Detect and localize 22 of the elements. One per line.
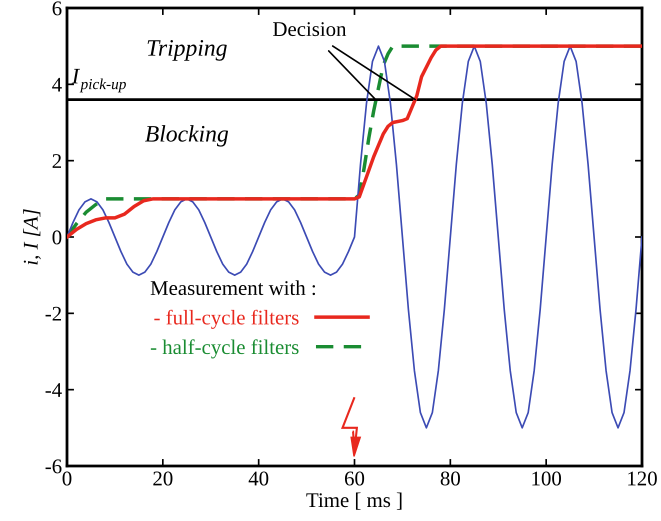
annotation: Decision	[273, 22, 346, 36]
y-axis-title: i, I [A]	[23, 209, 41, 264]
y-tick-label: 2	[52, 154, 61, 168]
legend-label: - full-cycle filters	[154, 310, 299, 329]
y-tick-label: 4	[52, 78, 62, 92]
x-tick-label: 40	[248, 471, 268, 486]
x-tick-label: 20	[153, 471, 172, 486]
x-tick-label: 0	[62, 471, 72, 486]
annotation: Tripping	[148, 40, 227, 61]
y-tick-label: 0	[52, 230, 62, 244]
x-tick-label: 60	[344, 471, 364, 486]
legend-title: Measurement with :	[150, 280, 316, 296]
y-tick-label: -2	[46, 306, 61, 321]
annotation: Blocking	[145, 125, 228, 147]
legend-label: - half-cycle filters	[150, 339, 299, 358]
x-axis-title: Time [ ms ]	[306, 492, 402, 510]
y-tick-label: -6	[46, 459, 62, 474]
x-tick-label: 80	[440, 471, 460, 486]
x-tick-label: 120	[628, 471, 657, 486]
x-tick-label: 100	[532, 471, 561, 486]
y-tick-label: -4	[46, 383, 62, 397]
y-tick-label: 6	[52, 1, 62, 16]
